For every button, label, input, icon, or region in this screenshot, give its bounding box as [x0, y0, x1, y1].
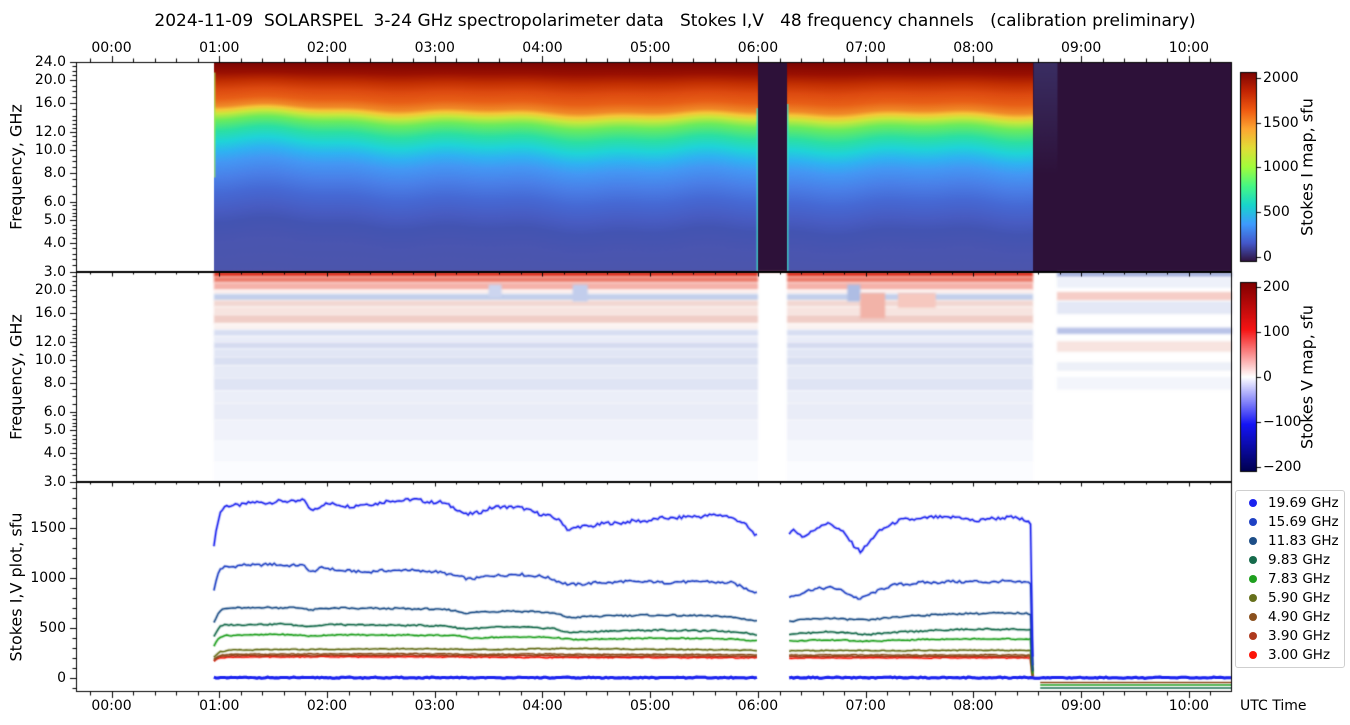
legend-item: 3.00 GHz [1236, 645, 1344, 664]
freq-tick-label: 3.0 [43, 474, 66, 490]
freq-tick-label: 4.0 [43, 234, 66, 251]
flux-tick-label: 1500 [30, 520, 66, 536]
freq-tick-label: 20.0 [34, 282, 66, 299]
legend-label: 3.90 GHz [1268, 627, 1331, 644]
colorbar-tick-label: 0 [1263, 249, 1272, 266]
freq-tick-label: 6.0 [43, 404, 66, 420]
x-tick-label-top: 04:00 [522, 40, 563, 56]
figure-title: 2024-11-09 SOLARSPEL 3-24 GHz spectropol… [154, 11, 1196, 31]
x-tick-label-bottom: 06:00 [737, 698, 779, 714]
flux-tick-label: 1000 [30, 570, 66, 586]
freq-tick-label: 16.0 [34, 94, 66, 111]
x-tick-label-bottom: 01:00 [199, 698, 240, 714]
x-tick-label-bottom: 08:00 [953, 698, 994, 714]
legend-marker-icon [1249, 556, 1257, 565]
legend-label: 4.90 GHz [1268, 608, 1331, 625]
x-tick-label-top: 02:00 [306, 40, 348, 56]
x-tick-label-top: 09:00 [1060, 40, 1102, 56]
legend-marker-icon [1249, 537, 1257, 546]
legend-marker-icon [1249, 575, 1257, 583]
legend-marker-icon [1249, 612, 1257, 621]
legend-label: 3.00 GHz [1268, 646, 1331, 663]
freq-tick-label: 10.0 [34, 352, 66, 369]
freq-tick-label: 3.0 [43, 264, 66, 280]
legend-item: 9.83 GHz [1236, 551, 1344, 570]
freq-tick-label: 4.0 [43, 444, 66, 461]
x-tick-label-top: 08:00 [953, 40, 994, 56]
x-tick-label-top: 03:00 [414, 40, 455, 56]
x-tick-label-bottom: 07:00 [845, 698, 886, 714]
x-tick-label-bottom: 03:00 [414, 698, 455, 714]
freq-tick-label: 5.0 [43, 212, 66, 229]
colorbar-tick-label: 1000 [1263, 159, 1299, 176]
x-tick-label-top: 00:00 [91, 40, 132, 56]
colorbar-tick-label: 1500 [1263, 114, 1299, 131]
x-tick-label-top: 06:00 [737, 40, 779, 56]
x-tick-label-top: 10:00 [1168, 40, 1210, 56]
colorbar-tick-label: 200 [1263, 278, 1290, 295]
freq-tick-label: 20.0 [34, 72, 66, 89]
legend-item: 3.90 GHz [1236, 626, 1344, 645]
legend-marker-icon [1249, 499, 1257, 508]
freq-tick-label: 8.0 [43, 374, 66, 391]
x-tick-label-bottom: 00:00 [91, 698, 132, 714]
freq-tick-label: 8.0 [43, 164, 66, 181]
colorbar-tick-label: 500 [1263, 204, 1290, 221]
legend-marker-icon [1249, 631, 1257, 640]
legend-label: 5.90 GHz [1268, 589, 1331, 606]
x-tick-label-bottom: 10:00 [1168, 698, 1210, 714]
x-tick-label-bottom: 09:00 [1060, 698, 1102, 714]
legend-label: 11.83 GHz [1268, 533, 1339, 550]
x-tick-label-bottom: 02:00 [306, 698, 348, 714]
colorbar-tick-label: 100 [1263, 323, 1290, 340]
legend-label: 15.69 GHz [1268, 514, 1339, 531]
legend-marker-icon [1249, 593, 1257, 602]
flux-tick-label: 500 [39, 620, 66, 636]
x-tick-label-bottom: 05:00 [630, 698, 671, 714]
freq-tick-label: 24.0 [34, 54, 66, 70]
legend-label: 7.83 GHz [1268, 571, 1331, 587]
legend-marker-icon [1249, 518, 1257, 527]
freq-tick-label: 12.0 [34, 334, 66, 350]
colorbar-tick-label: −100 [1263, 414, 1302, 431]
x-tick-label-bottom: 04:00 [522, 698, 563, 714]
freq-tick-label: 5.0 [43, 422, 66, 439]
colorbar-tick-label: 2000 [1263, 69, 1299, 86]
legend-item: 15.69 GHz [1236, 513, 1344, 532]
freq-tick-label: 10.0 [34, 142, 66, 159]
legend-label: 9.83 GHz [1268, 552, 1331, 569]
colorbar-tick-label: 0 [1263, 369, 1272, 385]
x-tick-label-top: 01:00 [199, 40, 240, 56]
colorbar-tick-label: −200 [1263, 459, 1302, 476]
flux-tick-label: 0 [57, 670, 66, 686]
freq-tick-label: 12.0 [34, 124, 66, 140]
x-tick-label-top: 07:00 [845, 40, 886, 56]
legend-item: 4.90 GHz [1236, 607, 1344, 626]
legend-item: 5.90 GHz [1236, 588, 1344, 607]
legend-marker-icon [1249, 650, 1257, 659]
legend: 19.69 GHz 15.69 GHz 11.83 GHz 9.83 GHz 7.83 … [1235, 490, 1345, 668]
freq-tick-label: 6.0 [43, 194, 66, 210]
x-axis-label-utc-time: UTC Time [1240, 698, 1307, 714]
legend-item: 19.69 GHz [1236, 494, 1344, 513]
freq-tick-label: 16.0 [34, 304, 66, 321]
x-tick-label-top: 05:00 [630, 40, 671, 56]
legend-label: 19.69 GHz [1268, 495, 1339, 512]
legend-item: 7.83 GHz [1236, 570, 1344, 589]
legend-item: 11.83 GHz [1236, 532, 1344, 551]
